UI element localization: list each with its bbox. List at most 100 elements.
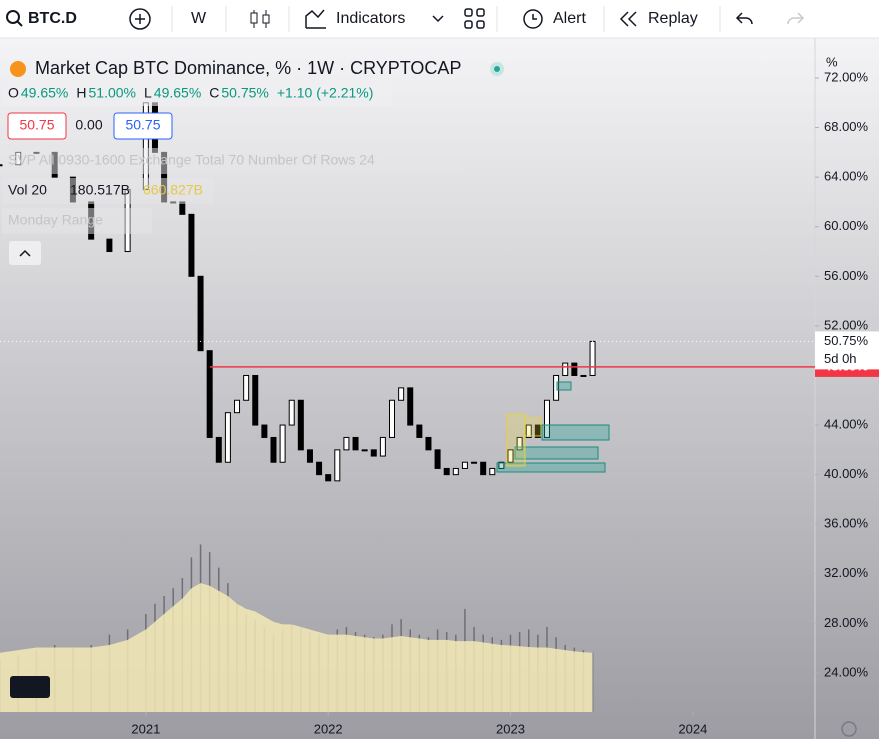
y-tick-label: 32.00% xyxy=(824,565,869,580)
candle xyxy=(425,436,432,451)
collapse-button[interactable] xyxy=(9,241,41,265)
x-tick-label: 2021 xyxy=(131,721,160,736)
ohlc-key: O xyxy=(8,85,19,101)
volume-ma-area xyxy=(0,583,593,712)
layout-icon[interactable] xyxy=(464,8,485,29)
candle xyxy=(525,424,532,438)
candle xyxy=(471,461,478,464)
alert-button[interactable]: Alert xyxy=(553,10,586,27)
vol-label[interactable]: Vol 20 xyxy=(8,182,47,198)
search-icon[interactable] xyxy=(6,10,20,24)
zones xyxy=(496,381,610,473)
legend: Market Cap BTC Dominance, % · 1W · CRYPT… xyxy=(2,58,504,265)
ohlc-value: 49.65% xyxy=(154,85,201,101)
y-tick-label: 28.00% xyxy=(824,615,869,630)
x-tick-label: 2023 xyxy=(496,721,525,736)
candle xyxy=(443,467,450,476)
search-icon xyxy=(16,20,23,27)
tv-logo xyxy=(10,676,50,698)
undo[interactable] xyxy=(735,12,753,25)
candle xyxy=(297,399,304,451)
last-price-label: 50.75% xyxy=(824,333,869,348)
y-tick-label: 68.00% xyxy=(824,119,869,134)
chart-background xyxy=(0,38,879,739)
candle xyxy=(352,436,359,451)
candle xyxy=(197,275,204,352)
candle xyxy=(489,467,496,476)
interval[interactable]: W xyxy=(191,10,207,27)
candle xyxy=(288,399,295,426)
order-block xyxy=(541,424,610,441)
y-tick-label: 36.00% xyxy=(824,516,869,531)
y-tick-label: 60.00% xyxy=(824,218,869,233)
candle xyxy=(580,374,587,377)
candle xyxy=(370,449,377,457)
vol-value: 180.517B xyxy=(70,182,130,198)
candle xyxy=(334,449,341,482)
coin-icon xyxy=(10,61,26,77)
replay-icon[interactable] xyxy=(619,11,637,27)
candle xyxy=(316,461,323,476)
candle xyxy=(498,461,505,469)
toolbar: BTC.D W Indicators Alert Replay xyxy=(0,0,879,39)
candle xyxy=(206,350,213,438)
candle xyxy=(234,399,241,414)
candle xyxy=(306,449,313,463)
candle xyxy=(106,238,113,253)
plus-icon xyxy=(135,14,145,24)
countdown: 5d 0h xyxy=(824,351,857,366)
sell-price[interactable]: 50.75 xyxy=(19,117,54,133)
last-price-tag xyxy=(815,331,879,370)
change: +1.10 (+2.21%) xyxy=(277,85,374,101)
candle xyxy=(215,436,222,463)
settings-icon[interactable] xyxy=(841,721,857,737)
order-block xyxy=(556,381,572,391)
buy-button[interactable] xyxy=(113,112,173,140)
ohlc-value: 51.00% xyxy=(89,85,136,101)
candle xyxy=(389,399,396,438)
replay-button[interactable]: Replay xyxy=(648,10,698,27)
y-tick-label: 24.00% xyxy=(824,664,869,679)
y-tick-label: 56.00% xyxy=(824,268,869,283)
candle xyxy=(361,449,368,452)
add-symbol[interactable] xyxy=(129,8,151,30)
svp-indicator[interactable]: SVP All 0930-1600 Exchange Total 70 Numb… xyxy=(8,152,375,168)
y-tick-label: 64.00% xyxy=(824,169,869,184)
candle xyxy=(252,374,259,426)
indicators-icon[interactable] xyxy=(305,9,326,29)
candle xyxy=(516,436,523,451)
candle xyxy=(224,412,231,463)
monday-range[interactable]: Monday Range xyxy=(8,212,103,228)
vol-ma: 660.827B xyxy=(143,182,203,198)
candle xyxy=(507,449,514,463)
candle xyxy=(543,399,550,438)
y-tick-label: 44.00% xyxy=(824,416,869,431)
candle xyxy=(534,424,541,438)
spread: 0.00 xyxy=(75,117,102,133)
redo[interactable] xyxy=(787,12,805,25)
legend-title: Market Cap BTC Dominance, % · 1W · CRYPT… xyxy=(35,58,461,78)
legend-bg xyxy=(2,82,392,106)
symbol[interactable]: BTC.D xyxy=(28,10,77,27)
sell-button[interactable] xyxy=(7,112,67,140)
candle xyxy=(188,213,195,277)
buy-price[interactable]: 50.75 xyxy=(125,117,160,133)
indicators-button[interactable]: Indicators xyxy=(336,10,405,27)
candle xyxy=(343,436,350,451)
y-tick-label: 52.00% xyxy=(824,317,869,332)
candle xyxy=(480,461,487,476)
order-block xyxy=(514,446,599,460)
ohlc-key: H xyxy=(76,85,86,101)
legend-bg xyxy=(2,178,214,204)
ohlc-key: L xyxy=(144,85,152,101)
candle xyxy=(279,424,286,463)
x-tick-label: 2024 xyxy=(678,721,707,736)
order-block xyxy=(496,462,606,473)
alert-icon[interactable] xyxy=(523,9,543,29)
separators xyxy=(171,6,721,32)
legend-bg xyxy=(2,148,460,174)
candle xyxy=(379,436,386,457)
axis-unit: % xyxy=(826,54,838,69)
chevron[interactable] xyxy=(432,15,444,23)
